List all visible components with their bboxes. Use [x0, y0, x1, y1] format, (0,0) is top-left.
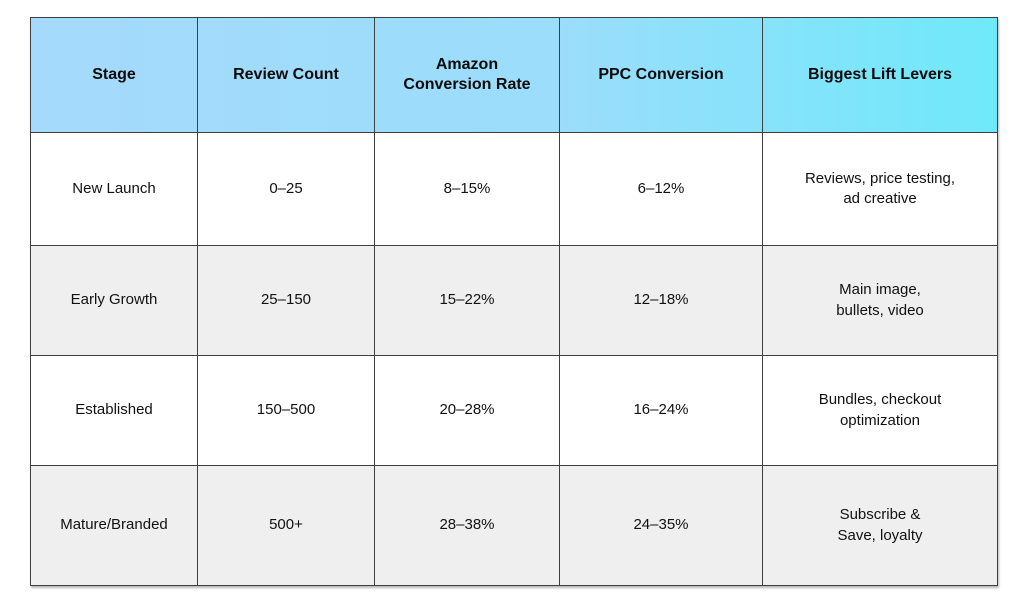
cell-review-count: 0–25	[197, 132, 375, 246]
cell-stage: New Launch	[30, 132, 198, 246]
cell-review-count: 500+	[197, 465, 375, 586]
cell-stage: Mature/Branded	[30, 465, 198, 586]
cell-review-count: 25–150	[197, 245, 375, 356]
cell-amazon-conversion-rate: 28–38%	[374, 465, 560, 586]
benchmark-table-container: Stage Review Count Amazon Conversion Rat…	[30, 17, 998, 586]
cell-biggest-lift-levers: Bundles, checkout optimization	[762, 355, 998, 466]
header-cell-biggest-lift-levers: Biggest Lift Levers	[762, 17, 998, 133]
table-row: New Launch 0–25 8–15% 6–12% Reviews, pri…	[30, 132, 998, 246]
header-cell-ppc-conversion: PPC Conversion	[559, 17, 763, 133]
cell-ppc-conversion: 24–35%	[559, 465, 763, 586]
table-row: Mature/Branded 500+ 28–38% 24–35% Subscr…	[30, 465, 998, 586]
cell-stage: Early Growth	[30, 245, 198, 356]
conversion-benchmarks-table: Stage Review Count Amazon Conversion Rat…	[30, 17, 998, 586]
cell-biggest-lift-levers: Reviews, price testing, ad creative	[762, 132, 998, 246]
cell-stage: Established	[30, 355, 198, 466]
table-row: Established 150–500 20–28% 16–24% Bundle…	[30, 355, 998, 466]
cell-amazon-conversion-rate: 15–22%	[374, 245, 560, 356]
cell-ppc-conversion: 12–18%	[559, 245, 763, 356]
table-body: New Launch 0–25 8–15% 6–12% Reviews, pri…	[30, 132, 998, 586]
cell-amazon-conversion-rate: 20–28%	[374, 355, 560, 466]
table-row: Early Growth 25–150 15–22% 12–18% Main i…	[30, 245, 998, 356]
header-row: Stage Review Count Amazon Conversion Rat…	[30, 17, 998, 133]
table-header: Stage Review Count Amazon Conversion Rat…	[30, 17, 998, 133]
header-cell-stage: Stage	[30, 17, 198, 133]
cell-biggest-lift-levers: Main image, bullets, video	[762, 245, 998, 356]
cell-ppc-conversion: 16–24%	[559, 355, 763, 466]
header-cell-amazon-conversion-rate: Amazon Conversion Rate	[374, 17, 560, 133]
cell-ppc-conversion: 6–12%	[559, 132, 763, 246]
cell-amazon-conversion-rate: 8–15%	[374, 132, 560, 246]
cell-biggest-lift-levers: Subscribe & Save, loyalty	[762, 465, 998, 586]
cell-review-count: 150–500	[197, 355, 375, 466]
header-cell-review-count: Review Count	[197, 17, 375, 133]
